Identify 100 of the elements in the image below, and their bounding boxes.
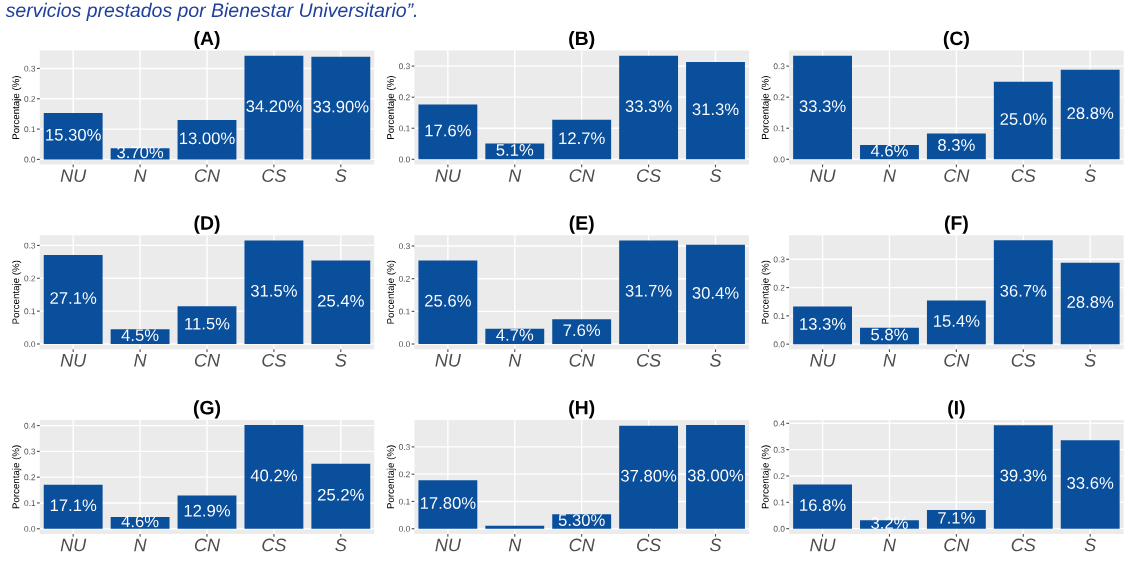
y-tick-label: 0.4 (773, 420, 785, 427)
x-tick-label: CN (944, 353, 970, 367)
data-label: 33.6% (1067, 477, 1114, 489)
x-tick-label: S (709, 353, 722, 367)
bar (926, 300, 986, 345)
y-tick-label: 0.1 (24, 308, 36, 315)
bar (993, 240, 1053, 345)
data-label: 4.5% (121, 329, 159, 342)
bar (43, 113, 103, 160)
data-label: 17.80% (420, 497, 476, 509)
data-label: 13.00% (180, 132, 235, 145)
x-tick-label: CN (194, 169, 221, 182)
data-label: 5.8% (871, 328, 908, 341)
data-label: 25.0% (1000, 113, 1047, 125)
data-label: 5.30% (558, 514, 605, 526)
y-tick-label: 0.2 (773, 473, 785, 480)
bar (177, 120, 237, 160)
data-label: 4.6% (870, 144, 908, 157)
data-label: 5.1% (496, 144, 534, 156)
data-label: 28.8% (1067, 107, 1114, 120)
x-tick-label: N (508, 169, 522, 182)
y-tick-label: 0.2 (773, 94, 785, 101)
data-label: 17.1% (50, 499, 97, 512)
y-axis-title: Porcentaje (%) (761, 445, 771, 509)
x-tick-label: CN (944, 538, 970, 552)
y-axis-title: Porcentaje (%) (386, 260, 396, 324)
data-label: 40.2% (250, 469, 297, 482)
bar (686, 62, 745, 160)
bar (311, 56, 371, 160)
data-label: 4.7% (496, 329, 534, 341)
data-label: 31.3% (692, 103, 739, 116)
bar (793, 55, 852, 160)
y-tick-label: 0.3 (24, 448, 36, 455)
bar (686, 425, 745, 529)
bar (43, 484, 103, 529)
y-tick-label: 0.2 (24, 275, 36, 282)
x-tick-label: CN (569, 538, 595, 552)
data-label: 13.3% (800, 318, 846, 330)
y-tick-label: 0.0 (398, 341, 410, 348)
data-label: 37.80% (620, 469, 677, 482)
bar (686, 244, 745, 345)
x-tick-label: N (883, 169, 896, 182)
y-tick-label: 0.0 (773, 341, 785, 348)
bar (993, 425, 1053, 529)
bar (1060, 440, 1120, 529)
bar (311, 260, 371, 344)
data-label: 31.5% (250, 284, 297, 297)
x-tick-label: S (335, 169, 347, 182)
y-tick-label: 0.1 (398, 308, 410, 315)
bar (552, 119, 612, 160)
bar (177, 495, 237, 529)
data-label: 11.5% (185, 317, 230, 330)
x-tick-label: N (134, 354, 147, 367)
chart-title: (D) (194, 215, 220, 234)
x-tick-label: CS (262, 169, 287, 182)
y-tick-label: 0.0 (24, 156, 36, 163)
x-tick-label: S (709, 538, 722, 552)
x-tick-label: NU (435, 354, 461, 367)
data-label: 7.1% (938, 512, 975, 524)
y-tick-label: 0.3 (398, 444, 410, 451)
x-tick-label: NU (435, 538, 461, 552)
data-label: 12.7% (559, 132, 605, 144)
data-label: 36.7% (1000, 284, 1047, 297)
bar (485, 525, 545, 529)
y-tick-label: 0.3 (398, 243, 410, 250)
data-label: 25.4% (318, 294, 364, 307)
bar (926, 509, 986, 529)
x-tick-label: NU (60, 169, 87, 182)
data-label: 3.2% (871, 517, 908, 529)
x-tick-label: S (1084, 538, 1097, 552)
x-tick-label: CS (637, 353, 661, 367)
bar (244, 240, 304, 344)
data-label: 25.2% (318, 488, 364, 501)
y-tick-label: 0.1 (773, 125, 785, 132)
data-label: 31.7% (625, 284, 672, 297)
x-tick-label: NU (810, 169, 836, 182)
chart-title: (A) (194, 30, 220, 50)
x-tick-label: S (335, 538, 347, 552)
bar (43, 254, 103, 344)
bar (793, 484, 852, 529)
data-label: 28.8% (1067, 296, 1114, 308)
y-tick-label: 0.0 (398, 525, 410, 532)
x-tick-label: N (134, 538, 147, 552)
y-tick-label: 0.3 (24, 242, 36, 249)
x-tick-label: CN (194, 353, 221, 367)
x-tick-label: CS (637, 169, 661, 182)
data-label: 30.4% (692, 287, 739, 299)
bar (1060, 69, 1120, 160)
x-tick-label: CS (1011, 353, 1036, 367)
y-axis-title: Porcentaje (%) (761, 76, 771, 139)
y-tick-label: 0.3 (24, 65, 36, 72)
data-label: 33.90% (313, 100, 369, 113)
y-axis-title: Porcentaje (%) (12, 76, 22, 139)
data-label: 3.70% (117, 146, 164, 159)
bar (418, 480, 478, 529)
bar (619, 55, 679, 160)
bar (993, 81, 1053, 160)
x-tick-label: CS (262, 353, 287, 367)
y-tick-label: 0.3 (398, 63, 410, 70)
y-tick-label: 0.2 (398, 471, 410, 478)
